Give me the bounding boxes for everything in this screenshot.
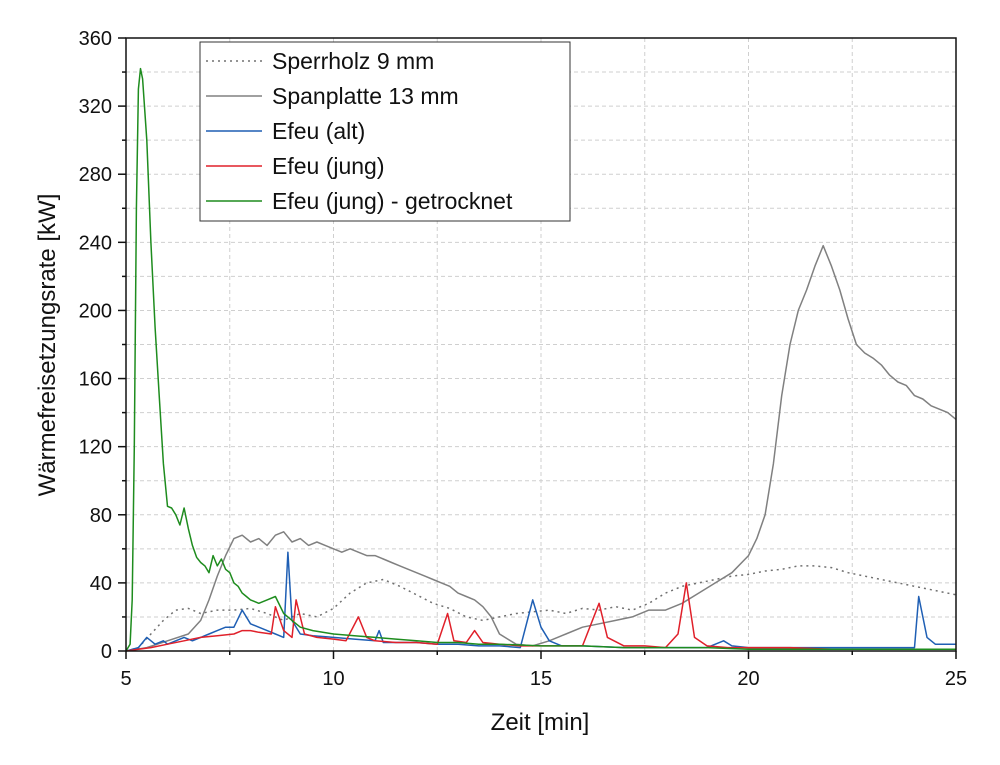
y-tick-label: 200 [79,300,112,322]
y-tick-label: 320 [79,96,112,118]
legend-label: Efeu (alt) [272,118,365,144]
y-tick-label: 40 [90,573,112,595]
plot-border [125,37,957,652]
y-tick-label: 280 [79,164,112,186]
y-axis-label: Wärmefreisetzungsrate [kW] [34,194,61,497]
y-tick-label: 360 [79,28,112,50]
legend-label: Efeu (jung) [272,153,385,179]
series-line-4 [125,582,956,652]
x-axis-label: Zeit [min] [491,709,590,736]
legend-label: Spanplatte 13 mm [272,83,459,109]
series-line-5 [125,67,956,652]
x-tick-label: 10 [322,668,344,690]
x-tick-label: 20 [737,668,759,690]
y-tick-label: 240 [79,232,112,254]
x-tick-label: 5 [120,668,131,690]
x-tick-label: 25 [945,668,967,690]
y-tick-label: 80 [90,505,112,527]
legend-label: Efeu (jung) - getrocknet [272,188,513,214]
y-tick-label: 0 [101,641,112,663]
x-tick-label: 15 [530,668,552,690]
series-layer [125,67,957,652]
legend-label: Sperrholz 9 mm [272,48,434,74]
legend: Sperrholz 9 mm Spanplatte 13 mm Efeu (alt)… [199,41,571,222]
y-tick-label: 160 [79,369,112,391]
tick-labels: 5 10 15 20 25 0 40 80 120 160 200 240 280 320 360 [79,28,968,690]
plot-frame [125,37,957,652]
series-line-2 [125,244,957,652]
y-tick-label: 120 [79,437,112,459]
